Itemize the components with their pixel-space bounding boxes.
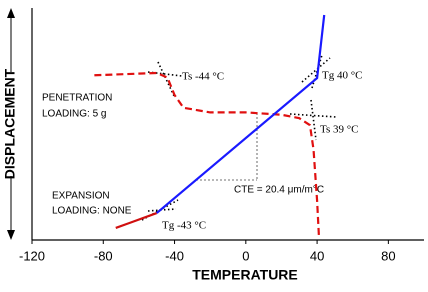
- annotation: EXPANSION: [52, 191, 110, 202]
- annotation: LOADING: 5 g: [42, 109, 106, 120]
- annotation: Tg -43 °C: [162, 220, 206, 232]
- annotation: PENETRATION: [42, 93, 112, 104]
- y-axis-title: DISPLACEMENT: [2, 68, 18, 179]
- x-tick-label: -40: [165, 248, 184, 263]
- x-tick-label: 40: [310, 248, 324, 263]
- x-tick-label: 0: [242, 248, 249, 263]
- data-line: [156, 14, 326, 214]
- y-label-bg: [4, 72, 18, 176]
- data-line: [94, 71, 320, 236]
- annotation: LOADING: NONE: [52, 206, 132, 217]
- annotation: CTE = 20.4 μm/m°C: [234, 185, 324, 196]
- x-tick-label: -120: [19, 248, 45, 263]
- x-axis-title: TEMPERATURE: [192, 267, 298, 283]
- x-tick-label: -80: [94, 248, 113, 263]
- data-line: [115, 212, 158, 229]
- annotation: Ts -44 °C: [182, 71, 224, 83]
- annotation: Ts 39 °C: [320, 124, 358, 136]
- x-tick-label: 80: [381, 248, 395, 263]
- annotation: Tg 40 °C: [322, 70, 362, 82]
